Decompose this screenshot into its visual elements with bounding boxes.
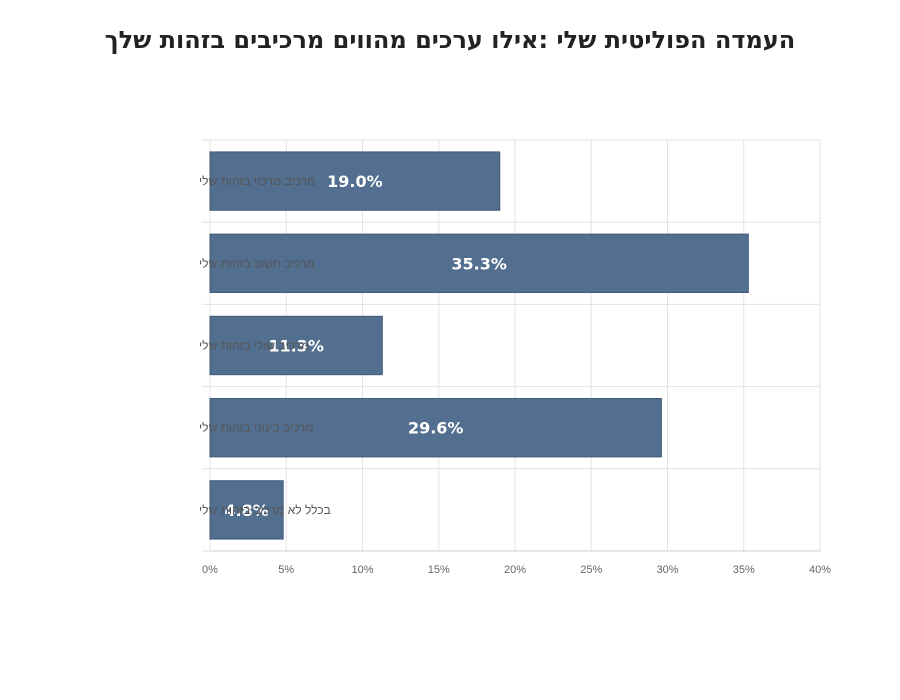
x-tick-label: 20% [504, 564, 526, 576]
bar [209, 315, 383, 376]
x-tick-label: 40% [809, 564, 831, 576]
category-label: בכלל לא מרכיב בזהות שלי [199, 503, 331, 517]
x-tick-label: 0% [202, 564, 218, 576]
data-label: 19.0% [327, 172, 383, 191]
category-label: מרכיב בינוני בזהות שלי [199, 421, 314, 435]
bar [209, 151, 501, 211]
data-label: 35.3% [451, 254, 507, 273]
x-axis-ticks: 0% 5% 10% 15% 20% 25% 30% 35% 40% [202, 564, 831, 576]
bars: 19.0% 35.3% 11.3% 29.6% 4.8% [209, 151, 749, 540]
x-tick-label: 30% [656, 564, 678, 576]
category-label: מרכיב שולי בזהות שלי [199, 339, 309, 353]
category-label: מרכיב חשוב בזהות שלי [199, 256, 315, 270]
x-tick-label: 10% [351, 564, 373, 576]
data-label: 4.8% [224, 501, 268, 520]
x-tick-label: 35% [733, 564, 755, 576]
x-tick-label: 25% [580, 564, 602, 576]
data-label: 29.6% [408, 419, 464, 438]
category-labels: מרכיב מרכזי בזהות שלי מרכיב חשוב בזהות של… [199, 174, 331, 517]
category-label: מרכיב מרכזי בזהות שלי [199, 174, 315, 188]
bar [209, 398, 662, 458]
x-tick-label: 5% [278, 564, 294, 576]
bar [209, 480, 284, 540]
bar [209, 233, 749, 293]
chart-title: העמדה הפוליטית שלי :אילו ערכים מהווים מר… [104, 26, 796, 54]
data-label: 11.3% [268, 337, 324, 356]
x-tick-label: 15% [428, 564, 450, 576]
